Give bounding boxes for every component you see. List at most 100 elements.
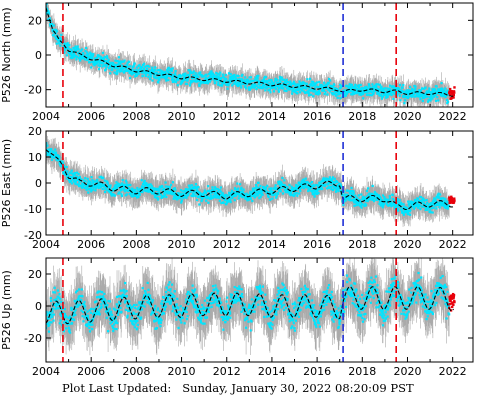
east-data-point [119, 189, 123, 192]
north-data-point [101, 51, 105, 54]
north-data-point [210, 71, 213, 74]
north-data-point [154, 66, 157, 69]
north-data-point [299, 82, 302, 85]
north-data-point [373, 89, 376, 92]
north-data-point [317, 85, 320, 89]
north-data-point [371, 83, 374, 86]
north-data-point [114, 65, 117, 68]
north-data-point [165, 77, 168, 81]
north-data-point [76, 55, 79, 59]
east-data-point [114, 194, 117, 197]
north-data-point [206, 77, 209, 81]
north-data-point [303, 81, 306, 85]
east-data-point [162, 187, 165, 191]
north-data-point [134, 71, 137, 74]
north-data-point [82, 51, 85, 55]
north-data-point [198, 79, 201, 82]
north-data-point [105, 55, 109, 58]
east-data-point [158, 188, 161, 191]
north-data-point [253, 85, 256, 89]
north-data-point [106, 56, 109, 59]
north-data-point [255, 76, 259, 79]
north-data-point [279, 77, 282, 81]
east-data-point [140, 179, 143, 182]
east-data-point [46, 153, 49, 157]
east-data-point [46, 142, 48, 145]
north-data-point [117, 62, 120, 65]
north-data-point [217, 83, 220, 86]
north-data-point [102, 62, 105, 65]
north-data-point [216, 77, 219, 80]
north-data-point [192, 70, 195, 73]
east-data-point [70, 179, 73, 183]
east-data-point [62, 170, 65, 173]
north-data-point [295, 88, 298, 91]
north-data-point [335, 90, 338, 94]
north-data-point [270, 79, 273, 82]
north-data-point [369, 88, 372, 92]
north-data-point [95, 56, 99, 60]
east-data-point [100, 175, 103, 178]
north-data-point [417, 94, 420, 98]
north-data-point [221, 73, 224, 76]
north-data-point [219, 71, 222, 74]
north-data-point [256, 79, 259, 83]
north-data-point [179, 82, 182, 86]
north-data-point [437, 99, 440, 102]
north-data-point [368, 94, 372, 97]
north-data-point [212, 77, 215, 81]
north-data-point [241, 73, 244, 76]
north-data-point [424, 86, 427, 89]
east-data-point [91, 181, 94, 184]
north-y-tick-label: -20 [24, 84, 42, 97]
north-data-point [97, 64, 100, 67]
north-data-point [129, 70, 132, 73]
east-data-point [87, 180, 90, 183]
north-data-point [168, 72, 171, 75]
east-data-point [58, 156, 61, 159]
north-data-point [258, 86, 262, 89]
east-data-point [153, 196, 157, 199]
north-data-point [227, 84, 230, 87]
east-data-point [48, 152, 52, 155]
east-plot-area [46, 134, 456, 227]
north-data-point [409, 85, 412, 89]
north-data-point [295, 85, 299, 88]
north-data-point [128, 60, 131, 63]
north-data-point [230, 76, 233, 79]
north-data-point [219, 78, 222, 81]
north-data-point [156, 73, 159, 76]
north-data-point [441, 88, 444, 91]
north-data-point [268, 79, 271, 82]
north-data-point [378, 90, 381, 93]
north-data-point [195, 80, 198, 83]
north-data-point [217, 81, 220, 84]
north-data-point [304, 91, 307, 94]
north-data-point [166, 74, 169, 77]
north-data-point [74, 49, 77, 53]
east-data-point [136, 186, 139, 190]
north-data-point [298, 87, 301, 90]
north-data-point [90, 66, 93, 69]
north-data-point [255, 78, 258, 81]
north-data-point [98, 55, 101, 58]
north-data-point [72, 56, 75, 59]
north-data-point [138, 64, 141, 67]
north-data-point [240, 79, 243, 83]
north-data-point [227, 72, 231, 75]
north-data-point [292, 80, 295, 83]
north-data-point [144, 65, 147, 68]
north-data-point [155, 77, 158, 80]
north-data-point [226, 79, 230, 82]
north-data-point [77, 47, 80, 51]
east-data-point [98, 186, 101, 189]
north-data-point [399, 99, 402, 102]
north-data-point [52, 24, 55, 27]
north-data-point [272, 85, 275, 89]
north-data-point [166, 69, 169, 72]
north-data-point [70, 50, 73, 54]
east-data-point [89, 187, 92, 191]
north-data-point [165, 79, 168, 82]
east-data-point [113, 186, 116, 190]
north-data-point [442, 89, 446, 92]
